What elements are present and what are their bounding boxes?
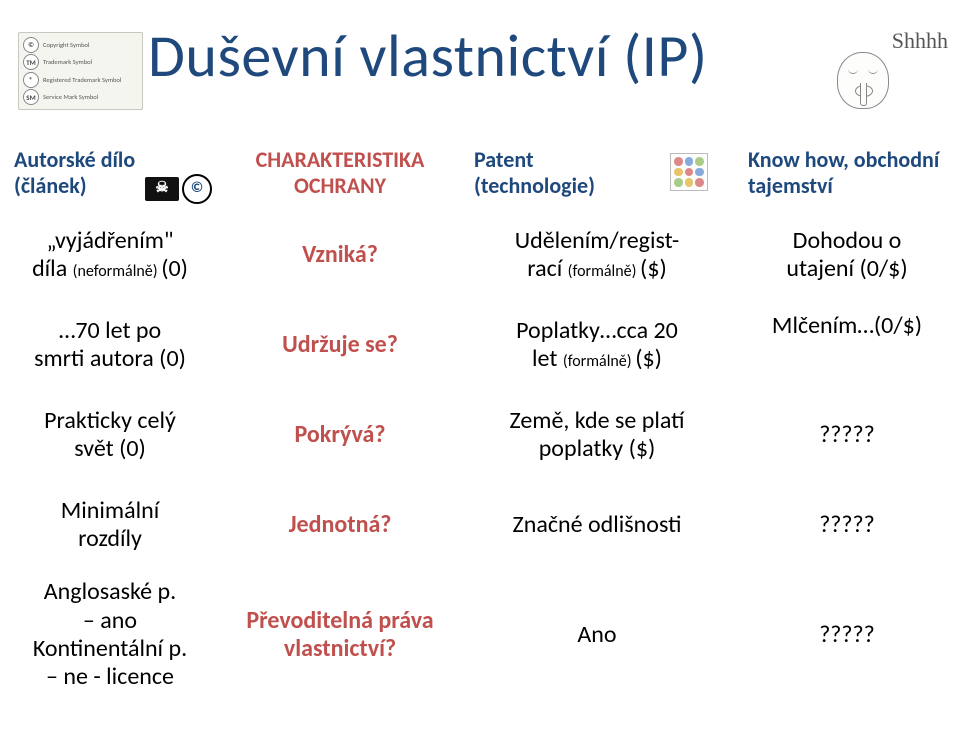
cell-text: Udělením/regist- <box>515 227 680 255</box>
header-line: Patent <box>474 147 534 173</box>
pirate-flag-icon <box>145 177 179 201</box>
col-header-patent: Patent (technologie) <box>460 135 734 210</box>
table-cell: Převoditelná práva vlastnictví? <box>220 570 460 700</box>
cell-text: poplatky ($) <box>539 435 656 463</box>
cell-text: rací (formálně) ($) <box>527 255 667 283</box>
header-icons: © <box>145 174 212 204</box>
col-header-knowhow: Know how, obchodní tajemství <box>734 135 960 210</box>
cell-text: ????? <box>819 511 875 539</box>
copyright-icon: © <box>23 37 39 53</box>
ip-symbols-graphic: © Copyright Symbol TM Trademark Symbol ®… <box>18 32 143 110</box>
cell-text: Vzniká? <box>302 241 378 269</box>
comparison-table: Autorské dílo (článek) © CHARAKTERISTIKA… <box>0 135 960 700</box>
cell-text: Převoditelná práva <box>246 607 433 635</box>
cell-text: Anglosaské p. <box>44 578 176 606</box>
stamp-row: SM Service Mark Symbol <box>23 89 138 105</box>
cell-text: Udržuje se? <box>282 331 398 359</box>
cell-text: – ano <box>83 607 137 635</box>
registered-icon: ® <box>23 72 39 88</box>
title-row: © Copyright Symbol TM Trademark Symbol ®… <box>0 10 960 120</box>
table-cell: ????? <box>734 570 960 700</box>
cell-text: Pokrývá? <box>295 421 386 449</box>
cell-text: Ano <box>577 621 616 649</box>
slide-title: Duševní vlastnictví (IP) <box>148 20 708 93</box>
header-line: (článek) <box>14 173 87 199</box>
table-cell: Udržuje se? <box>220 300 460 390</box>
cell-text: Minimální <box>61 497 159 525</box>
stamp-row: ® Registered Trademark Symbol <box>23 72 138 88</box>
table-cell: …70 let po smrti autora (0) <box>0 300 220 390</box>
table-cell: „vyjádřením" díla (neformálně) (0) <box>0 210 220 300</box>
cell-text: „vyjádřením" <box>46 227 173 255</box>
cell-text: utajení (0/$) <box>786 255 907 283</box>
table-cell: Mlčením…(0/$) <box>734 300 960 390</box>
stamp-label: Copyright Symbol <box>43 41 89 49</box>
cell-text: svět (0) <box>74 435 146 463</box>
servicemark-icon: SM <box>23 89 39 105</box>
stamp-label: Registered Trademark Symbol <box>43 76 121 84</box>
table-cell: Vzniká? <box>220 210 460 300</box>
cell-text: Mlčením…(0/$) <box>772 312 922 340</box>
cell-text: vlastnictví? <box>284 635 396 663</box>
shh-text: Shhhh <box>892 28 948 54</box>
table-cell: Jednotná? <box>220 480 460 570</box>
face-icon <box>837 52 889 109</box>
cell-text: Země, kde se platí <box>509 407 684 435</box>
cell-text: Prakticky celý <box>44 407 176 435</box>
network-icon <box>670 153 708 191</box>
cell-text: smrti autora (0) <box>34 345 186 373</box>
table-cell: Dohodou o utajení (0/$) <box>734 210 960 300</box>
table-cell: Země, kde se platí poplatky ($) <box>460 390 734 480</box>
table-cell: Anglosaské p. – ano Kontinentální p. – n… <box>0 570 220 700</box>
col-header-characteristics: CHARAKTERISTIKA OCHRANY <box>220 135 460 210</box>
table-cell: Poplatky…cca 20 let (formálně) ($) <box>460 300 734 390</box>
cell-text: díla (neformálně) (0) <box>32 255 188 283</box>
copyright-circle-icon: © <box>182 174 212 204</box>
cell-text: ????? <box>819 621 875 649</box>
cell-text: Dohodou o <box>793 227 902 255</box>
cell-text: let (formálně) ($) <box>532 345 662 373</box>
table-cell: Pokrývá? <box>220 390 460 480</box>
stamp-label: Trademark Symbol <box>43 58 92 66</box>
header-line: tajemství <box>748 173 833 199</box>
cell-text: Poplatky…cca 20 <box>516 317 678 345</box>
header-line: Know how, obchodní <box>748 147 939 173</box>
cell-text: …70 let po <box>59 317 161 345</box>
table-cell: Prakticky celý svět (0) <box>0 390 220 480</box>
header-line: (technologie) <box>474 173 595 199</box>
cell-text: rozdíly <box>78 525 142 553</box>
table-cell: Udělením/regist- rací (formálně) ($) <box>460 210 734 300</box>
table-cell: Ano <box>460 570 734 700</box>
header-line: OCHRANY <box>294 173 386 199</box>
table-cell: Značné odlišnosti <box>460 480 734 570</box>
header-line: Autorské dílo <box>14 147 135 173</box>
table-cell: ????? <box>734 390 960 480</box>
shh-graphic: Shhhh <box>833 32 948 112</box>
table-cell: ????? <box>734 480 960 570</box>
header-icons <box>670 153 708 191</box>
cell-text: ????? <box>819 421 875 449</box>
stamp-row: TM Trademark Symbol <box>23 54 138 70</box>
table-cell: Minimální rozdíly <box>0 480 220 570</box>
stamp-label: Service Mark Symbol <box>43 93 98 101</box>
col-header-copyright: Autorské dílo (článek) © <box>0 135 220 210</box>
slide: { "title": "Duševní vlastnictví (IP)", "… <box>0 0 960 730</box>
cell-text: – ne - licence <box>46 663 174 691</box>
cell-text: Jednotná? <box>289 511 392 539</box>
cell-text: Značné odlišnosti <box>513 511 682 539</box>
trademark-icon: TM <box>23 54 39 70</box>
header-line: CHARAKTERISTIKA <box>256 147 425 173</box>
cell-text: Kontinentální p. <box>33 635 187 663</box>
stamp-row: © Copyright Symbol <box>23 37 138 53</box>
